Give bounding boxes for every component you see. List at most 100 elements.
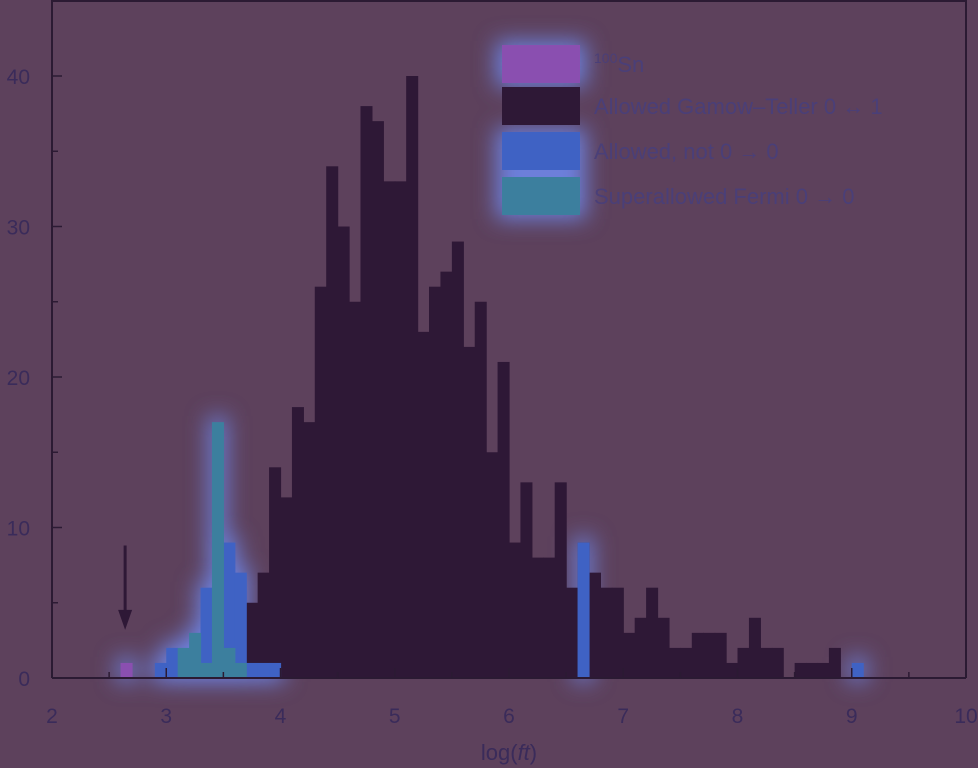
legend-swatch-allowed_not00	[502, 132, 580, 170]
bar-allowed_gt-5.5	[451, 241, 464, 679]
bar-allowed_gt-6.4	[554, 482, 567, 678]
bar-allowed_gt-6.2	[531, 557, 544, 678]
bar-allowed_gt-4.5	[337, 226, 350, 678]
bar-allowed_gt-8.3	[771, 647, 784, 678]
bar-allowed_gt-6.8	[600, 587, 613, 678]
bar-allowed_gt-4.8	[371, 121, 384, 678]
y-tick-label-20: 20	[7, 367, 30, 390]
x-axis-title-suffix: )	[530, 740, 537, 765]
bar-allowed_gt-3.7	[246, 602, 259, 678]
legend-label-allowed_not00: Allowed, not 0 → 0	[594, 139, 779, 164]
bar-allowed_gt-8.1	[748, 617, 761, 678]
bar-allowed_not00-3.7	[246, 662, 259, 678]
bar-allowed_gt-6.7	[588, 572, 601, 678]
bar-allowed_gt-5.8	[486, 452, 499, 678]
y-tick-label-10: 10	[7, 518, 30, 541]
bar-allowed_gt-5.7	[474, 301, 487, 678]
bar-allowed_gt-7.9	[726, 662, 739, 678]
bar-allowed_gt-7.4	[668, 647, 681, 678]
bar-allowed_gt-6.1	[520, 482, 533, 678]
axes	[51, 0, 967, 679]
legend-swatch-allowed_gt	[502, 87, 580, 125]
x-tick-label-5: 5	[389, 705, 401, 728]
legend-label-allowed_gt: Allowed Gamow–Teller 0 ↔ 1	[594, 94, 883, 119]
histogram-bars	[120, 76, 864, 679]
bar-allowed_gt-5.9	[497, 361, 510, 678]
x-tick-label-3: 3	[160, 705, 172, 728]
bar-superallowed-3.2	[189, 632, 202, 678]
bar-allowed_not00-3.6	[234, 572, 247, 678]
x-tick-label-6: 6	[503, 705, 515, 728]
x-axis-title: log(ft)	[481, 740, 537, 765]
bar-allowed_gt-8.6	[806, 662, 819, 678]
x-axis-title-prefix: log(	[481, 740, 518, 765]
bar-allowed_gt-4	[280, 497, 293, 678]
bar-allowed_not00-9	[851, 662, 864, 678]
bar-allowed_gt-8.5	[794, 662, 807, 678]
bar-allowed_gt-5.6	[463, 346, 476, 678]
legend-label-sn100: 100Sn	[594, 50, 644, 77]
bar-allowed_gt-4.1	[291, 407, 304, 678]
bar-allowed_gt-5	[394, 181, 407, 678]
x-axis-title-var: ft	[518, 740, 531, 765]
bar-allowed_gt-4.7	[360, 106, 373, 679]
legend-swatch-sn100	[502, 45, 580, 83]
bar-allowed_not00-3.9	[269, 662, 282, 678]
bar-allowed_gt-6.5	[566, 587, 579, 678]
bar-allowed_gt-4.3	[314, 286, 327, 678]
bar-allowed_not00-3.8	[257, 662, 270, 678]
y-tick-label-40: 40	[7, 66, 30, 89]
x-tick-label-9: 9	[846, 705, 858, 728]
tick-labels: 0 10 20 30 40 2 3 4 5 6 7 8 9 10	[7, 66, 978, 728]
threshold-arrow	[118, 545, 133, 630]
bar-allowed_gt-6.9	[611, 587, 624, 678]
bar-allowed_gt-5.2	[417, 331, 430, 678]
legend-label-superallowed: Superallowed Fermi 0 → 0	[594, 184, 854, 209]
bar-allowed_not00-6.6	[577, 542, 590, 678]
legend: 100Sn Allowed Gamow–Teller 0 ↔ 1 Allowed, …	[496, 41, 883, 219]
bar-allowed_gt-6	[509, 542, 522, 678]
y-tick-label-30: 30	[7, 217, 30, 240]
arrow-head-icon	[118, 609, 133, 630]
bar-allowed_gt-8.7	[817, 662, 830, 678]
bar-superallowed-3.1	[177, 647, 190, 678]
legend-label-main: Sn	[617, 52, 644, 77]
bar-allowed_gt-4.9	[383, 181, 396, 678]
bar-allowed_not00-3.5	[223, 542, 236, 678]
bar-superallowed-3.6	[234, 662, 247, 678]
x-tick-label-8: 8	[732, 705, 744, 728]
bar-allowed_gt-4.6	[349, 301, 362, 678]
bar-superallowed-3.3	[200, 662, 213, 678]
bar-allowed_gt-7	[623, 632, 636, 678]
bar-allowed_not00-2.9	[154, 662, 167, 678]
legend-label-superscript: 100	[594, 50, 618, 66]
bar-allowed_gt-7.3	[657, 617, 670, 678]
bar-allowed_gt-4.2	[303, 422, 316, 678]
bar-allowed_gt-7.2	[646, 587, 659, 678]
x-tick-label-10: 10	[954, 705, 977, 728]
legend-swatch-superallowed	[502, 177, 580, 215]
bar-allowed_gt-5.4	[440, 271, 453, 678]
bar-allowed_gt-7.8	[714, 632, 727, 678]
bar-allowed_gt-7.1	[634, 617, 647, 678]
bar-allowed_gt-8.8	[828, 647, 841, 678]
bar-allowed_gt-5.3	[429, 286, 442, 678]
bar-allowed_gt-7.7	[703, 632, 716, 678]
y-tick-label-0: 0	[18, 668, 30, 691]
bar-allowed_gt-3.9	[269, 467, 282, 678]
x-tick-label-4: 4	[275, 705, 287, 728]
bar-allowed_gt-3.8	[257, 572, 270, 678]
bar-allowed_gt-6.3	[543, 557, 556, 678]
bar-allowed_not00-3.3	[200, 587, 213, 678]
x-tick-label-2: 2	[46, 705, 58, 728]
bar-superallowed-3.5	[223, 647, 236, 678]
bar-allowed_gt-8.2	[760, 647, 773, 678]
bar-sn100-2.6	[120, 662, 133, 678]
bar-allowed_gt-7.5	[680, 647, 693, 678]
bar-allowed_not00-3	[166, 647, 179, 678]
bar-allowed_gt-4.4	[326, 166, 339, 679]
bar-superallowed-3.4	[211, 422, 224, 678]
bar-allowed_gt-8	[737, 647, 750, 678]
bar-allowed_gt-5.1	[406, 76, 419, 678]
